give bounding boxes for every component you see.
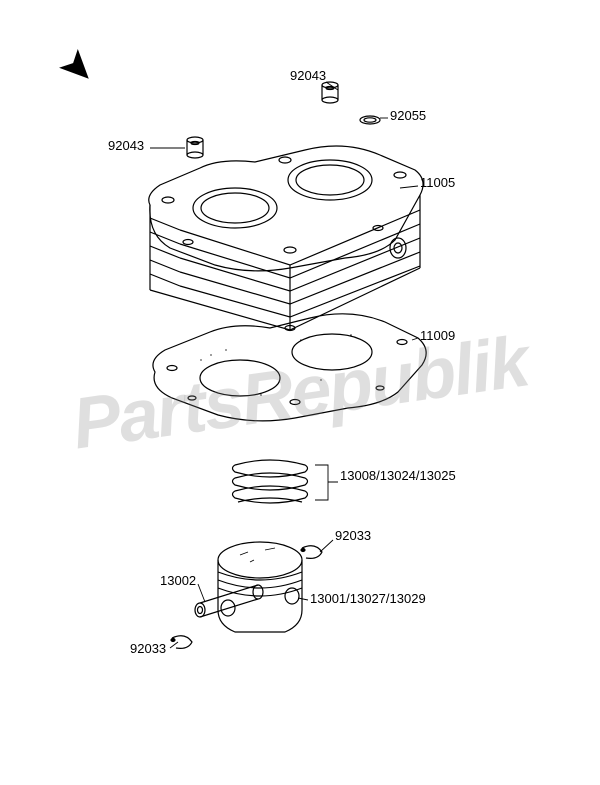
- pin-part-left: [187, 137, 203, 158]
- label-92033-top: 92033: [335, 528, 371, 543]
- label-92043-top: 92043: [290, 68, 326, 83]
- label-11005: 11005: [420, 175, 455, 190]
- circlip-top-part: [301, 546, 322, 559]
- label-13002: 13002: [160, 573, 196, 588]
- corner-arrow-icon: [61, 51, 96, 86]
- diagram-container: PartsRepublik 92043 92055 92043 11005 11…: [0, 0, 600, 785]
- leader-lines: [150, 82, 418, 648]
- piston-pin-part: [195, 585, 263, 617]
- o-ring-part: [360, 116, 380, 124]
- label-13008: 13008/13024/13025: [340, 468, 456, 483]
- piston-rings-part: [233, 460, 308, 503]
- label-11009: 11009: [420, 328, 455, 343]
- label-92033-bottom: 92033: [130, 641, 166, 656]
- label-13001: 13001/13027/13029: [310, 591, 426, 606]
- piston-part: [218, 542, 302, 632]
- label-92055: 92055: [390, 108, 426, 123]
- label-92043-left: 92043: [108, 138, 144, 153]
- parts-diagram-svg: [0, 0, 600, 785]
- cylinder-block-part: [149, 146, 423, 330]
- circlip-bottom-part: [171, 636, 192, 649]
